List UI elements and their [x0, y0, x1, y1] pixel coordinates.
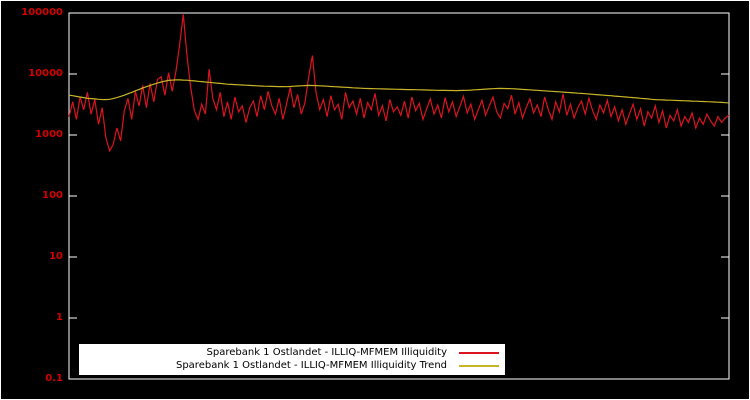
axis-tick-marks — [69, 12, 729, 380]
y-tick-label-100: 100 — [42, 190, 63, 201]
y-tick-label-10000: 10000 — [28, 68, 63, 79]
plot-border — [68, 12, 730, 380]
y-tick-label-1: 1 — [56, 312, 63, 323]
legend-line-sample-illiquidity — [459, 351, 499, 354]
y-tick-label-10: 10 — [49, 251, 63, 262]
legend-row-illiquidity: Sparebank 1 Ostlandet - ILLIQ-MFMEM Illi… — [85, 346, 499, 359]
series-line-1 — [68, 79, 730, 104]
legend-label-trend: Sparebank 1 Ostlandet - ILLIQ-MFMEM Illi… — [175, 360, 447, 371]
y-tick-label-1000: 1000 — [35, 129, 63, 140]
series-lines — [68, 14, 730, 153]
legend-label-illiquidity: Sparebank 1 Ostlandet - ILLIQ-MFMEM Illi… — [206, 347, 447, 358]
y-tick-label-0.1: 0.1 — [45, 373, 63, 384]
legend-line-sample-trend — [459, 364, 499, 367]
legend: Sparebank 1 Ostlandet - ILLIQ-MFMEM Illi… — [79, 344, 505, 375]
y-tick-label-100000: 100000 — [21, 7, 63, 18]
series-line-0 — [68, 14, 730, 153]
legend-row-trend: Sparebank 1 Ostlandet - ILLIQ-MFMEM Illi… — [85, 359, 499, 372]
